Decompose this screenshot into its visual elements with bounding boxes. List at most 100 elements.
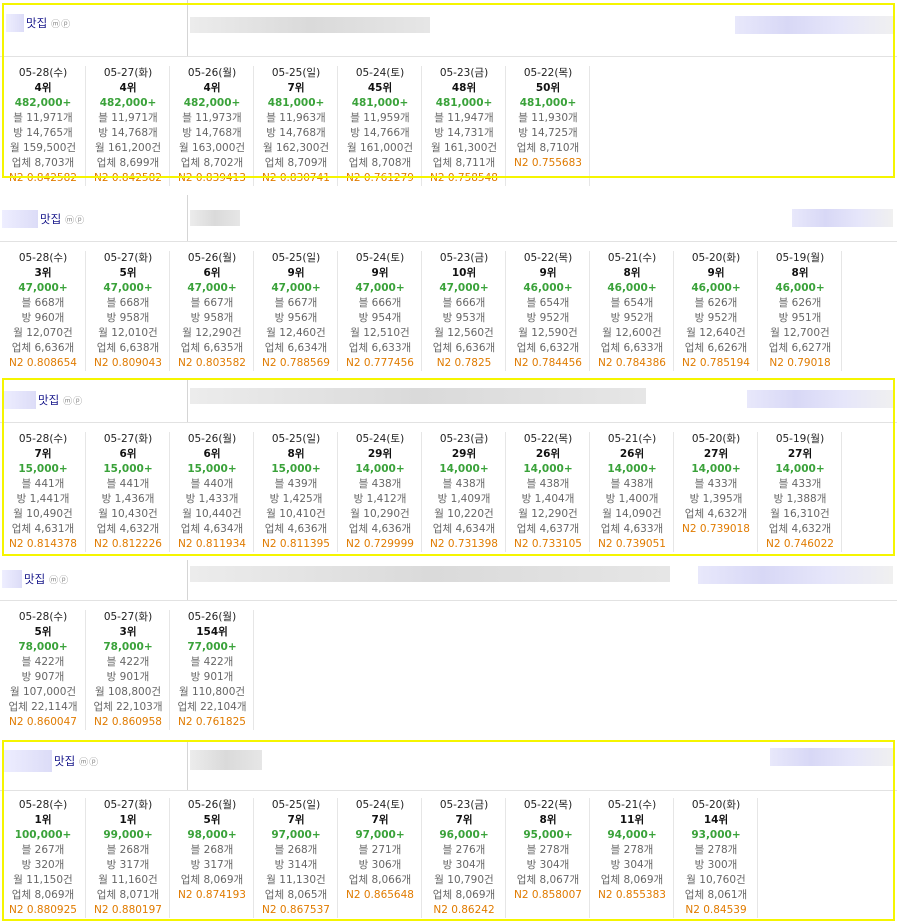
blurred-url-bar: [190, 210, 240, 226]
rank-value: 1위: [119, 814, 137, 826]
cafe-count: 방 317개: [190, 859, 234, 871]
day-cell: 05-19(월) 27위 14,000+ 블 433개 방 1,388개 월 1…: [758, 432, 842, 552]
blog-count: 블 654개: [610, 297, 654, 309]
business-count: 업체 8,711개: [432, 157, 496, 169]
n2-score: N2 0.860047: [9, 716, 77, 728]
keyword-title[interactable]: 맛집 ⓜⓟ: [6, 14, 71, 32]
search-volume: 97,000+: [355, 829, 405, 841]
rank-value: 5위: [34, 626, 52, 638]
blog-count: 블 667개: [274, 297, 318, 309]
blurred-prefix: [2, 750, 52, 772]
rank-value: 7위: [287, 814, 305, 826]
rank-value: 3위: [34, 267, 52, 279]
rank-value: 27위: [787, 448, 813, 460]
monthly-count: 월 159,500건: [9, 142, 77, 154]
business-count: 업체 4,637개: [516, 523, 580, 535]
business-count: 업체 22,104개: [177, 701, 247, 713]
n2-score: N2 0.731398: [430, 538, 498, 550]
business-count: 업체 6,634개: [264, 342, 328, 354]
date-label: 05-28(수): [18, 611, 68, 623]
n2-score: N2 0.867537: [262, 904, 330, 916]
monthly-count: 월 12,460건: [266, 327, 326, 339]
date-label: 05-22(목): [523, 433, 573, 445]
date-label: 05-27(화): [103, 252, 153, 264]
search-volume: 94,000+: [607, 829, 657, 841]
blog-count: 블 626개: [778, 297, 822, 309]
date-label: 05-26(월): [187, 611, 237, 623]
date-label: 05-24(토): [355, 433, 405, 445]
date-label: 05-24(토): [355, 252, 405, 264]
mp-icon[interactable]: ⓜⓟ: [51, 19, 72, 30]
n2-score: N2 0.7825: [436, 357, 492, 369]
business-count: 업체 6,627개: [768, 342, 832, 354]
keyword-title[interactable]: 맛집 ⓜⓟ: [2, 750, 99, 772]
business-count: 업체 6,636개: [11, 342, 75, 354]
day-cells: 05-28(수) 1위 100,000+ 블 267개 방 320개 월 11,…: [0, 798, 758, 918]
monthly-count: 월 107,000건: [9, 686, 77, 698]
date-label: 05-26(월): [187, 799, 237, 811]
keyword-title[interactable]: 맛집 ⓜⓟ: [2, 210, 85, 228]
day-cell: 05-24(토) 9위 47,000+ 블 666개 방 954개 월 12,5…: [338, 251, 422, 371]
day-cell: 05-22(목) 50위 481,000+ 블 11,930개 방 14,725…: [506, 66, 590, 186]
date-label: 05-22(목): [523, 799, 573, 811]
monthly-count: 월 161,200건: [94, 142, 162, 154]
monthly-count: 월 162,300건: [262, 142, 330, 154]
keyword-label: 맛집: [24, 572, 46, 586]
date-label: 05-22(목): [523, 252, 573, 264]
mp-icon[interactable]: ⓜⓟ: [49, 575, 70, 586]
keyword-title[interactable]: 맛집 ⓜⓟ: [2, 391, 83, 409]
business-count: 업체 4,632개: [768, 523, 832, 535]
blog-count: 블 11,971개: [13, 112, 73, 124]
cafe-count: 방 1,400개: [605, 493, 659, 505]
blog-count: 블 433개: [778, 478, 822, 490]
blog-count: 블 667개: [190, 297, 234, 309]
day-cell: 05-27(화) 6위 15,000+ 블 441개 방 1,436개 월 10…: [86, 432, 170, 552]
blog-count: 블 11,971개: [98, 112, 158, 124]
search-volume: 482,000+: [99, 97, 157, 109]
business-count: 업체 4,633개: [600, 523, 664, 535]
n2-score: N2 0.880925: [9, 904, 77, 916]
mp-icon[interactable]: ⓜⓟ: [63, 396, 84, 407]
monthly-count: 월 12,600건: [602, 327, 662, 339]
day-cell: 05-26(월) 154위 77,000+ 블 422개 방 901개 월 11…: [170, 610, 254, 730]
day-cell: 05-27(화) 3위 78,000+ 블 422개 방 901개 월 108,…: [86, 610, 170, 730]
rank-value: 8위: [791, 267, 809, 279]
blurred-right-bar: [770, 748, 893, 766]
monthly-count: 업체 8,069개: [180, 874, 244, 886]
blurred-right-bar: [698, 566, 893, 584]
date-label: 05-26(월): [187, 433, 237, 445]
business-count: 업체 6,638개: [96, 342, 160, 354]
keyword-title[interactable]: 맛집 ⓜⓟ: [2, 570, 69, 588]
n2-score: N2 0.784456: [514, 357, 582, 369]
blog-count: 블 441개: [21, 478, 65, 490]
cafe-count: 방 14,768개: [182, 127, 242, 139]
blog-count: 블 268개: [274, 844, 318, 856]
search-volume: 77,000+: [187, 641, 237, 653]
monthly-count: 월 12,510건: [350, 327, 410, 339]
business-count: 업체 8,071개: [96, 889, 160, 901]
mp-icon[interactable]: ⓜⓟ: [65, 215, 86, 226]
day-cell: 05-26(월) 6위 47,000+ 블 667개 방 958개 월 12,2…: [170, 251, 254, 371]
keyword-section-2: 맛집 ⓜⓟ 05-28(수) 3위 47,000+ 블 668개 방 960개 …: [0, 195, 897, 380]
search-volume: 47,000+: [355, 282, 405, 294]
monthly-count: 월 163,000건: [178, 142, 246, 154]
day-cell: 05-23(금) 29위 14,000+ 블 438개 방 1,409개 월 1…: [422, 432, 506, 552]
monthly-count: 업체 4,632개: [684, 508, 748, 520]
rank-value: 9위: [287, 267, 305, 279]
blog-count: 블 11,959개: [350, 112, 410, 124]
day-cell: 05-20(화) 27위 14,000+ 블 433개 방 1,395개 업체 …: [674, 432, 758, 552]
blog-count: 블 668개: [21, 297, 65, 309]
n2-score: N2 0.729999: [346, 538, 414, 550]
day-cell: 05-22(목) 9위 46,000+ 블 654개 방 952개 월 12,5…: [506, 251, 590, 371]
day-cell: 05-28(수) 3위 47,000+ 블 668개 방 960개 월 12,0…: [0, 251, 86, 371]
business-count: 업체 6,635개: [180, 342, 244, 354]
mp-icon[interactable]: ⓜⓟ: [79, 757, 100, 768]
search-volume: 100,000+: [14, 829, 72, 841]
cafe-count: 방 1,409개: [437, 493, 491, 505]
search-volume: 47,000+: [187, 282, 237, 294]
divider: [187, 195, 188, 241]
cafe-count: 방 1,436개: [101, 493, 155, 505]
rank-value: 27위: [703, 448, 729, 460]
keyword-section-5: 맛집 ⓜⓟ 05-28(수) 1위 100,000+ 블 267개 방 320개…: [0, 740, 897, 923]
search-volume: 78,000+: [18, 641, 68, 653]
